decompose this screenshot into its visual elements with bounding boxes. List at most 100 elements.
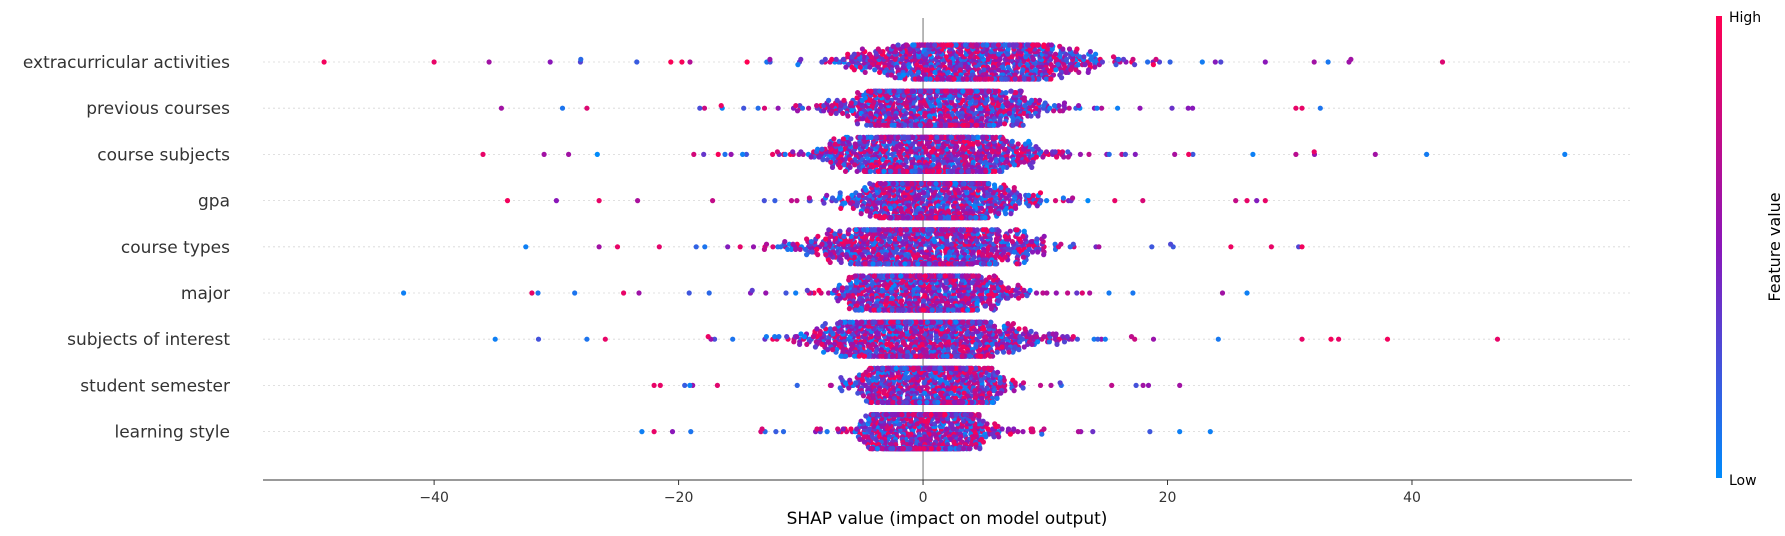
data-point	[881, 122, 887, 128]
data-point	[774, 149, 781, 155]
data-point	[1082, 62, 1088, 68]
data-point	[867, 213, 873, 219]
data-point	[1041, 103, 1047, 109]
data-point	[829, 56, 835, 63]
data-point	[895, 42, 901, 48]
data-point	[926, 181, 932, 187]
data-point	[687, 59, 693, 65]
data-point	[877, 88, 883, 94]
data-point	[827, 141, 833, 147]
data-point	[941, 42, 947, 48]
data-point	[1076, 103, 1082, 109]
data-point	[1021, 95, 1027, 101]
data-point	[761, 198, 767, 204]
data-point	[867, 181, 873, 187]
data-point	[965, 168, 972, 174]
data-point	[896, 215, 902, 221]
data-point	[1093, 51, 1099, 57]
data-point	[867, 51, 873, 57]
data-point	[1018, 88, 1024, 94]
data-point	[917, 168, 923, 174]
data-point	[1011, 42, 1017, 48]
data-point	[868, 134, 874, 140]
data-point	[953, 42, 959, 48]
data-point	[541, 151, 547, 157]
data-point	[1424, 151, 1430, 157]
data-point	[983, 168, 989, 174]
data-point	[939, 134, 945, 140]
data-point	[566, 151, 572, 157]
data-point	[927, 76, 933, 82]
data-point	[1020, 122, 1026, 128]
data-point	[995, 42, 1002, 48]
data-point	[740, 151, 746, 157]
data-point	[1000, 164, 1006, 170]
data-point	[1293, 105, 1299, 111]
data-point	[910, 42, 916, 48]
data-point	[829, 108, 835, 114]
data-point	[881, 215, 887, 221]
data-point	[960, 76, 966, 82]
data-point	[888, 215, 894, 221]
data-point	[1011, 185, 1017, 191]
data-point	[888, 72, 895, 78]
data-point	[945, 181, 951, 187]
data-point	[916, 215, 922, 221]
data-point	[1070, 195, 1076, 201]
data-point	[1015, 141, 1021, 147]
data-point	[547, 59, 553, 65]
data-point	[1169, 105, 1175, 111]
data-point	[1081, 54, 1087, 60]
data-point	[819, 146, 825, 152]
data-point	[1036, 76, 1042, 82]
data-point	[1021, 76, 1027, 82]
data-point	[855, 51, 861, 57]
data-point	[910, 134, 916, 140]
data-point	[996, 211, 1002, 217]
data-point	[998, 185, 1004, 191]
data-point	[824, 192, 830, 198]
data-point	[986, 122, 992, 128]
data-point	[998, 76, 1005, 82]
data-point	[979, 122, 985, 128]
data-point	[1113, 62, 1119, 68]
data-point	[1034, 203, 1040, 209]
data-point	[1008, 211, 1014, 217]
data-point	[1317, 105, 1323, 111]
data-point	[965, 134, 971, 140]
data-point	[948, 88, 954, 94]
data-point	[958, 168, 965, 174]
data-point	[1063, 69, 1069, 75]
data-point	[933, 215, 939, 221]
data-point	[943, 88, 949, 94]
data-point	[1112, 198, 1118, 204]
data-point	[1055, 62, 1061, 68]
data-point	[480, 151, 486, 157]
data-point	[933, 181, 939, 187]
data-point	[984, 42, 990, 48]
data-point	[798, 56, 804, 63]
data-point	[960, 88, 966, 94]
data-point	[701, 151, 707, 157]
row-guides	[263, 61, 1632, 433]
data-point	[986, 88, 992, 94]
data-point	[1048, 42, 1055, 48]
data-point	[634, 59, 640, 65]
data-point	[1033, 154, 1039, 160]
data-point	[1218, 59, 1224, 65]
data-point	[896, 97, 902, 103]
data-point	[1065, 149, 1071, 155]
data-point	[1145, 59, 1151, 65]
data-point	[899, 181, 905, 187]
data-point	[1060, 46, 1066, 52]
data-point	[1035, 146, 1041, 152]
data-point	[718, 103, 724, 109]
data-point	[881, 168, 887, 174]
data-point	[968, 42, 974, 48]
data-point	[1293, 151, 1299, 157]
data-point	[1060, 195, 1066, 201]
data-point	[1002, 42, 1008, 48]
data-point	[852, 141, 858, 147]
data-point	[943, 54, 949, 60]
data-point	[1056, 103, 1062, 109]
